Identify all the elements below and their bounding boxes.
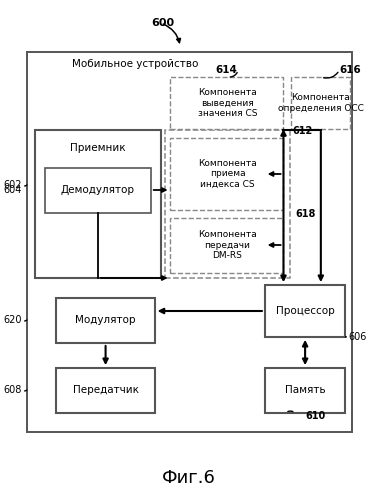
Text: Фиг.6: Фиг.6 <box>162 469 216 487</box>
Bar <box>171 77 284 129</box>
Bar <box>165 130 290 278</box>
Bar <box>56 298 155 343</box>
Bar <box>291 77 350 129</box>
Text: Компонента
определения ОСС: Компонента определения ОСС <box>278 94 364 112</box>
Text: 602: 602 <box>3 180 22 190</box>
Text: 618: 618 <box>295 209 316 219</box>
Bar <box>27 52 352 432</box>
Text: 614: 614 <box>216 65 237 75</box>
Text: Компонента
выведения
значения CS: Компонента выведения значения CS <box>198 88 257 118</box>
Text: Передатчик: Передатчик <box>73 385 139 395</box>
Text: Память: Память <box>285 385 326 395</box>
Bar <box>56 368 155 413</box>
Text: Процессор: Процессор <box>276 306 334 316</box>
Text: 608: 608 <box>4 385 22 395</box>
Text: 606: 606 <box>348 332 367 342</box>
Text: 612: 612 <box>292 126 313 136</box>
Bar <box>171 138 284 210</box>
Text: Демодулятор: Демодулятор <box>61 185 135 195</box>
Text: 604: 604 <box>4 185 22 195</box>
Bar <box>265 285 345 337</box>
Bar <box>45 168 151 213</box>
Bar <box>171 218 284 273</box>
Text: Компонента
приема
индекса CS: Компонента приема индекса CS <box>198 159 257 189</box>
Text: 620: 620 <box>3 315 22 325</box>
Text: 610: 610 <box>305 411 326 421</box>
Text: Мобильное устройство: Мобильное устройство <box>72 59 198 69</box>
Text: Модулятор: Модулятор <box>75 315 136 325</box>
Text: Компонента
передачи
DM-RS: Компонента передачи DM-RS <box>198 230 257 260</box>
Bar <box>35 130 160 278</box>
Text: 600: 600 <box>151 18 174 28</box>
Text: Приемник: Приемник <box>70 143 126 153</box>
Bar <box>265 368 345 413</box>
Text: 616: 616 <box>339 65 361 75</box>
